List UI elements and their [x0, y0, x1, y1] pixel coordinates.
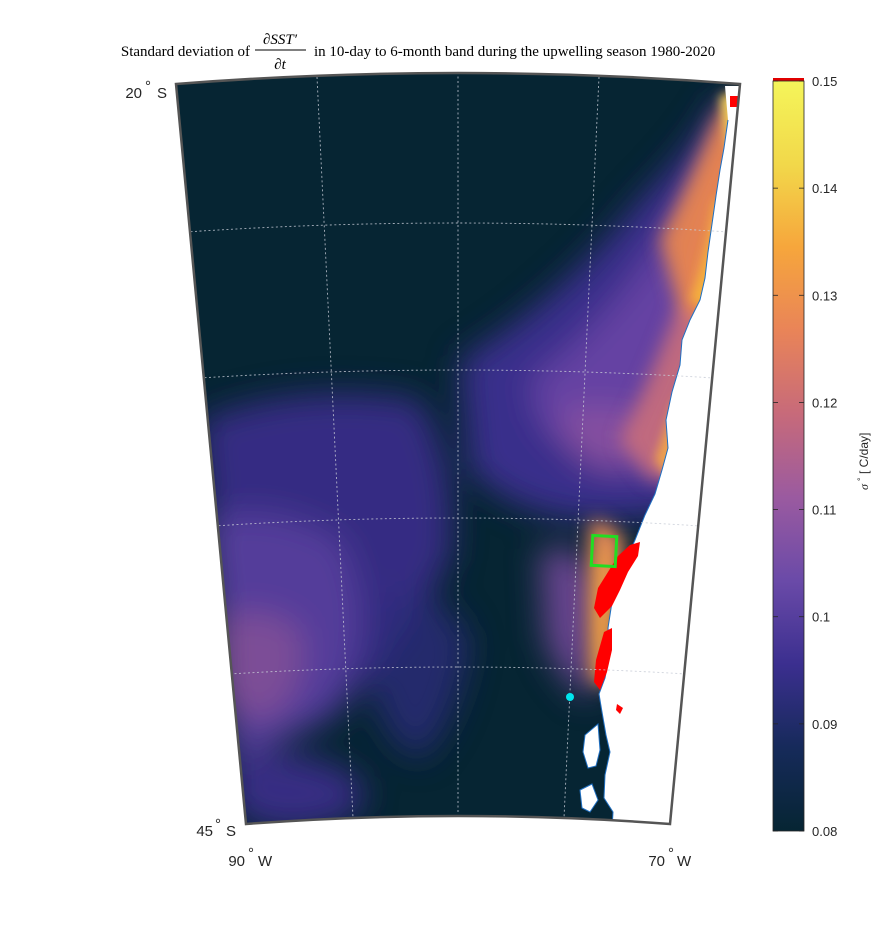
lon-label-east-hemisphere: W — [677, 853, 692, 870]
lat-label-north-value: 20 — [125, 85, 142, 102]
exceed-region-central — [594, 542, 640, 618]
graticule-lon-85 — [316, 76, 354, 819]
lon-label-east-degree: ° — [668, 845, 674, 862]
colorbar-gradient — [772, 80, 805, 832]
graticule-lat-35 — [213, 517, 701, 527]
map-frame — [174, 71, 742, 826]
analysis-box — [589, 533, 619, 569]
coastline — [598, 119, 729, 824]
lat-label-south-value: 45 — [196, 823, 213, 840]
colorbar-label: σ ° [ C/day] — [856, 433, 871, 490]
map-variance-field — [185, 73, 740, 824]
colorbar-tick-label: 0.14 — [812, 181, 837, 196]
colorbar-tick-label: 0.1 — [812, 610, 830, 625]
lon-label-west-degree: ° — [248, 845, 254, 862]
lon-label-west-value: 90 — [228, 853, 245, 870]
lon-label-west-hemisphere: W — [258, 853, 273, 870]
colorbar-label-units: [ C/day] — [857, 433, 871, 474]
lat-label-south-hemisphere: S — [226, 823, 236, 840]
colorbar-ticks: 0.08 0.09 0.1 0.11 0.12 0.13 0.14 0.15 — [773, 74, 837, 839]
map-panel — [176, 73, 740, 824]
colorbar-label-degree: ° — [856, 477, 866, 481]
lon-label-east: 70 ° W — [648, 845, 692, 870]
exceed-region-dot — [616, 704, 623, 714]
colorbar-tick-label: 0.09 — [812, 717, 837, 732]
lat-label-south: 45 ° S — [196, 816, 236, 840]
colorbar-over-cap — [773, 78, 804, 81]
title-fraction-numerator: ∂SST′ — [263, 32, 298, 48]
colorbar-tick-label: 0.13 — [812, 288, 837, 303]
graticule-lat-30 — [199, 369, 715, 379]
colorbar-tick-label: 0.12 — [812, 395, 837, 410]
station-point — [566, 693, 574, 701]
title-prefix: Standard deviation of — [121, 44, 250, 60]
lat-label-south-degree: ° — [215, 816, 221, 833]
lat-label-north: 20 ° S — [125, 78, 167, 102]
colorbar-tick-label: 0.11 — [812, 503, 836, 518]
island-coastline — [579, 722, 601, 813]
chiloe-island — [583, 724, 600, 768]
title-fraction-denominator: ∂t — [274, 57, 286, 73]
chart-title: Standard deviation of ∂SST′ ∂t in 10-day… — [121, 32, 715, 73]
lat-label-north-hemisphere: S — [157, 85, 167, 102]
southern-islands — [580, 784, 598, 812]
lat-label-north-degree: ° — [145, 78, 151, 95]
lon-label-west: 90 ° W — [228, 845, 273, 870]
graticule-lat-25 — [185, 222, 729, 233]
colorbar-tick-label: 0.15 — [812, 74, 837, 89]
lon-label-east-value: 70 — [648, 853, 665, 870]
exceed-region-south — [594, 628, 612, 690]
colorbar-tick-label: 0.08 — [812, 824, 837, 839]
colorbar: 0.08 0.09 0.1 0.11 0.12 0.13 0.14 0.15 σ ° [ C/… — [772, 74, 871, 839]
title-suffix: in 10-day to 6-month band during the upw… — [314, 44, 715, 60]
colorbar-label-sigma: σ — [857, 483, 871, 490]
